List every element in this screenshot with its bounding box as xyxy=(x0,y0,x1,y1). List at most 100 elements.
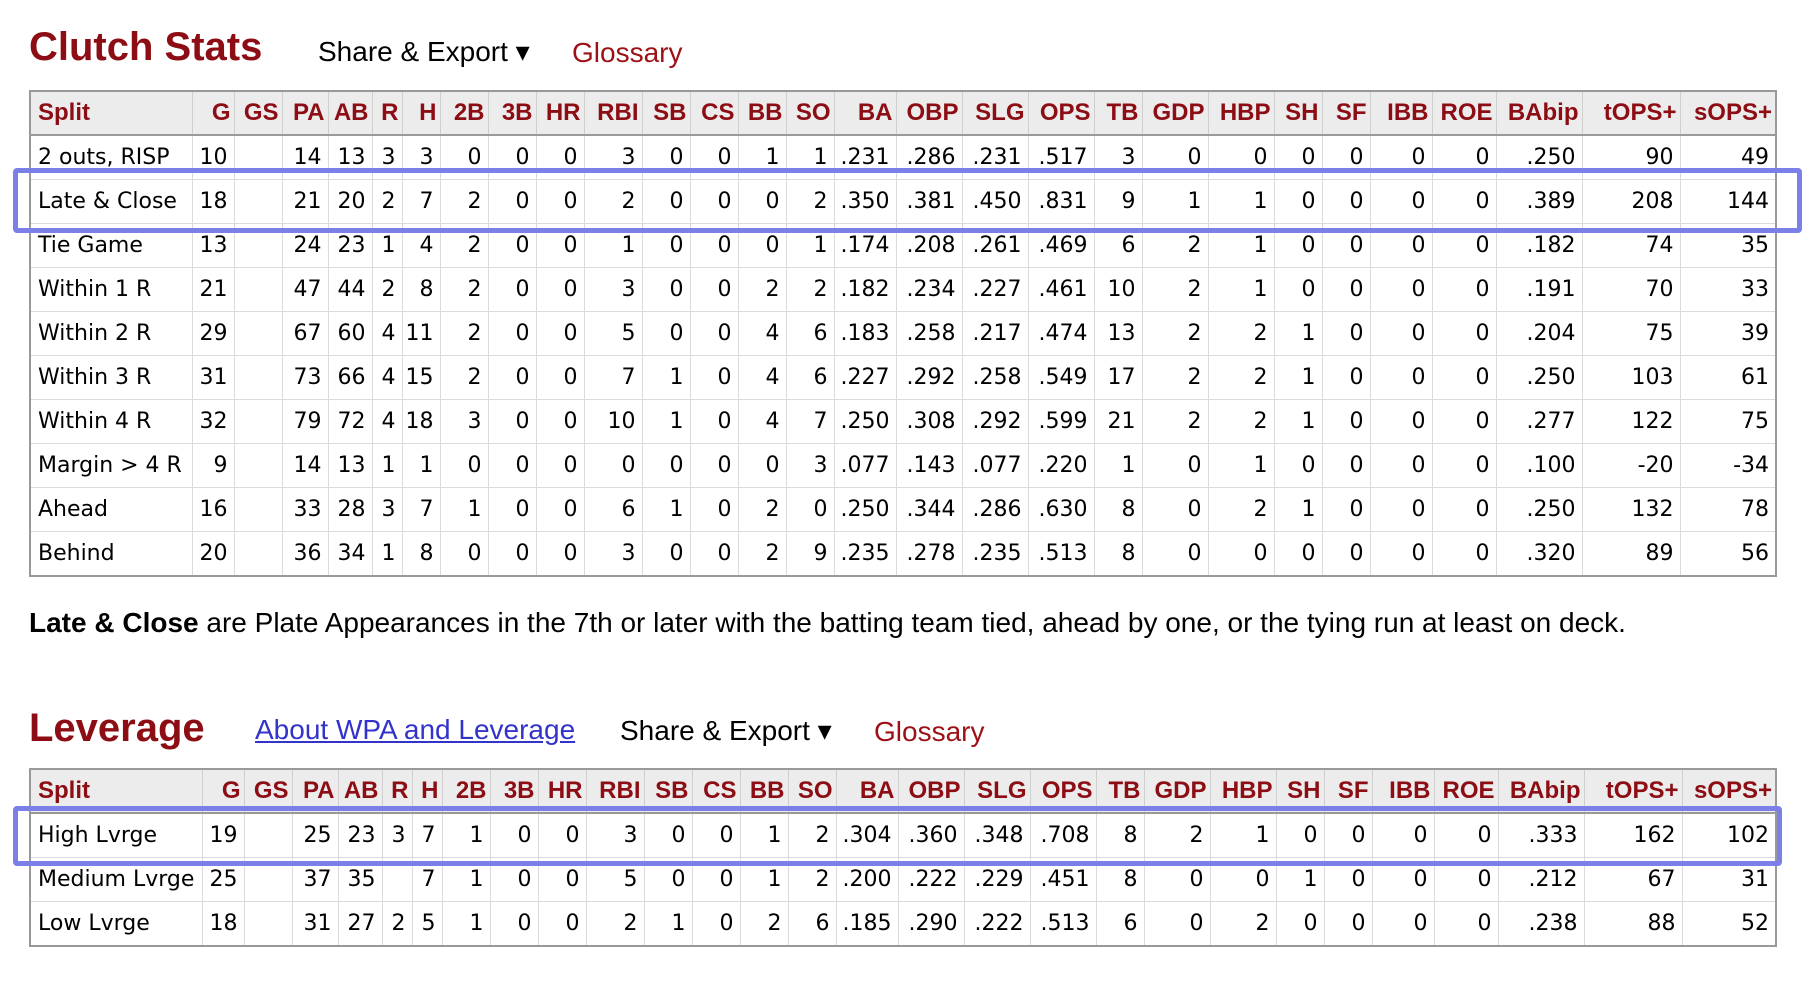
clutch-col-header-h[interactable]: H xyxy=(401,90,441,136)
clutch-cell-tb: 10 xyxy=(1093,267,1143,312)
leverage-col-header-cs[interactable]: CS xyxy=(691,768,741,814)
clutch-cell-gdp: 1 xyxy=(1141,179,1209,224)
clutch-cell-pa: 21 xyxy=(281,179,329,224)
leverage-col-header-sb[interactable]: SB xyxy=(643,768,693,814)
leverage-col-header-roe[interactable]: ROE xyxy=(1433,768,1499,814)
clutch-col-header-2b[interactable]: 2B xyxy=(439,90,489,136)
leverage-col-header-sh[interactable]: SH xyxy=(1275,768,1325,814)
clutch-col-header-hbp[interactable]: HBP xyxy=(1207,90,1275,136)
clutch-cell-babip: .191 xyxy=(1495,267,1583,312)
clutch-col-header-ibb[interactable]: IBB xyxy=(1369,90,1433,136)
clutch-col-header-cs[interactable]: CS xyxy=(689,90,739,136)
clutch-col-header-bb[interactable]: BB xyxy=(737,90,787,136)
clutch-col-header-sf[interactable]: SF xyxy=(1321,90,1371,136)
clutch-cell-2b: 2 xyxy=(439,223,489,268)
clutch-cell-r: 2 xyxy=(371,179,403,224)
leverage-col-header-gs[interactable]: GS xyxy=(243,768,293,814)
clutch-col-header-pa[interactable]: PA xyxy=(281,90,329,136)
clutch-cell-cs: 0 xyxy=(689,179,739,224)
late-close-note-text: are Plate Appearances in the 7th or late… xyxy=(198,607,1626,638)
about-wpa-leverage-link[interactable]: About WPA and Leverage xyxy=(255,714,576,745)
leverage-col-header-3b[interactable]: 3B xyxy=(489,768,539,814)
leverage-col-header-slg[interactable]: SLG xyxy=(963,768,1031,814)
leverage-col-header-2b[interactable]: 2B xyxy=(441,768,491,814)
leverage-col-header-bb[interactable]: BB xyxy=(739,768,789,814)
leverage-cell-ops: .708 xyxy=(1029,812,1097,858)
clutch-glossary-link[interactable]: Glossary xyxy=(572,37,683,68)
leverage-col-header-split[interactable]: Split xyxy=(29,768,203,814)
clutch-cell-so: 6 xyxy=(785,355,835,400)
clutch-cell-split: Ahead xyxy=(29,487,193,532)
clutch-col-header-ba[interactable]: BA xyxy=(833,90,897,136)
clutch-cell-sopsplus: 35 xyxy=(1679,223,1777,268)
leverage-col-header-babip[interactable]: BAbip xyxy=(1497,768,1585,814)
clutch-cell-tb: 9 xyxy=(1093,179,1143,224)
clutch-col-header-sh[interactable]: SH xyxy=(1273,90,1323,136)
clutch-col-header-roe[interactable]: ROE xyxy=(1431,90,1497,136)
clutch-cell-gs xyxy=(233,531,283,577)
leverage-col-header-pa[interactable]: PA xyxy=(291,768,339,814)
clutch-cell-babip: .320 xyxy=(1495,531,1583,577)
clutch-col-header-gs[interactable]: GS xyxy=(233,90,283,136)
clutch-col-header-so[interactable]: SO xyxy=(785,90,835,136)
leverage-cell-hr: 0 xyxy=(537,857,587,902)
leverage-col-header-sopsplus[interactable]: sOPS+ xyxy=(1681,768,1777,814)
clutch-cell-slg: .235 xyxy=(961,531,1029,577)
leverage-col-header-tb[interactable]: TB xyxy=(1095,768,1145,814)
clutch-cell-sb: 0 xyxy=(641,311,691,356)
leverage-share-export-button[interactable]: Share & Export ▾ xyxy=(620,715,832,746)
clutch-cell-topsplus: 132 xyxy=(1581,487,1681,532)
clutch-share-export-button[interactable]: Share & Export ▾ xyxy=(318,36,530,67)
clutch-col-header-babip[interactable]: BAbip xyxy=(1495,90,1583,136)
leverage-col-header-hr[interactable]: HR xyxy=(537,768,587,814)
clutch-col-header-sopsplus[interactable]: sOPS+ xyxy=(1679,90,1777,136)
clutch-col-header-topsplus[interactable]: tOPS+ xyxy=(1581,90,1681,136)
leverage-cell-3b: 0 xyxy=(489,857,539,902)
leverage-col-header-ops[interactable]: OPS xyxy=(1029,768,1097,814)
leverage-col-header-r[interactable]: R xyxy=(381,768,413,814)
clutch-col-header-r[interactable]: R xyxy=(371,90,403,136)
clutch-col-header-hr[interactable]: HR xyxy=(535,90,585,136)
clutch-col-header-slg[interactable]: SLG xyxy=(961,90,1029,136)
leverage-cell-split: High Lvrge xyxy=(29,812,203,858)
clutch-col-header-sb[interactable]: SB xyxy=(641,90,691,136)
clutch-cell-gdp: 0 xyxy=(1141,134,1209,180)
leverage-col-header-h[interactable]: H xyxy=(411,768,443,814)
clutch-cell-g: 32 xyxy=(191,399,235,444)
clutch-cell-ops: .469 xyxy=(1027,223,1095,268)
clutch-col-header-rbi[interactable]: RBI xyxy=(583,90,643,136)
clutch-col-header-ab[interactable]: AB xyxy=(327,90,373,136)
leverage-col-header-obp[interactable]: OBP xyxy=(897,768,965,814)
clutch-cell-g: 9 xyxy=(191,443,235,488)
clutch-cell-obp: .286 xyxy=(895,134,963,180)
leverage-col-header-topsplus[interactable]: tOPS+ xyxy=(1583,768,1683,814)
clutch-cell-sopsplus: 144 xyxy=(1679,179,1777,224)
leverage-col-header-hbp[interactable]: HBP xyxy=(1209,768,1277,814)
leverage-col-header-ibb[interactable]: IBB xyxy=(1371,768,1435,814)
clutch-col-header-ops[interactable]: OPS xyxy=(1027,90,1095,136)
leverage-col-header-gdp[interactable]: GDP xyxy=(1143,768,1211,814)
leverage-col-header-ab[interactable]: AB xyxy=(337,768,383,814)
clutch-cell-hr: 0 xyxy=(535,267,585,312)
clutch-cell-tb: 21 xyxy=(1093,399,1143,444)
clutch-col-header-gdp[interactable]: GDP xyxy=(1141,90,1209,136)
clutch-col-header-split[interactable]: Split xyxy=(29,90,193,136)
leverage-col-header-rbi[interactable]: RBI xyxy=(585,768,645,814)
clutch-cell-g: 31 xyxy=(191,355,235,400)
clutch-col-header-3b[interactable]: 3B xyxy=(487,90,537,136)
leverage-col-header-so[interactable]: SO xyxy=(787,768,837,814)
leverage-cell-roe: 0 xyxy=(1433,812,1499,858)
clutch-cell-gdp: 2 xyxy=(1141,355,1209,400)
leverage-cell-sf: 0 xyxy=(1323,857,1373,902)
clutch-cell-ab: 34 xyxy=(327,531,373,577)
clutch-cell-sopsplus: 61 xyxy=(1679,355,1777,400)
clutch-col-header-tb[interactable]: TB xyxy=(1093,90,1143,136)
leverage-col-header-sf[interactable]: SF xyxy=(1323,768,1373,814)
clutch-col-header-obp[interactable]: OBP xyxy=(895,90,963,136)
clutch-cell-roe: 0 xyxy=(1431,399,1497,444)
leverage-col-header-ba[interactable]: BA xyxy=(835,768,899,814)
leverage-glossary-link[interactable]: Glossary xyxy=(874,716,985,747)
leverage-col-header-g[interactable]: G xyxy=(201,768,245,814)
clutch-col-header-g[interactable]: G xyxy=(191,90,235,136)
clutch-cell-tb: 8 xyxy=(1093,531,1143,577)
